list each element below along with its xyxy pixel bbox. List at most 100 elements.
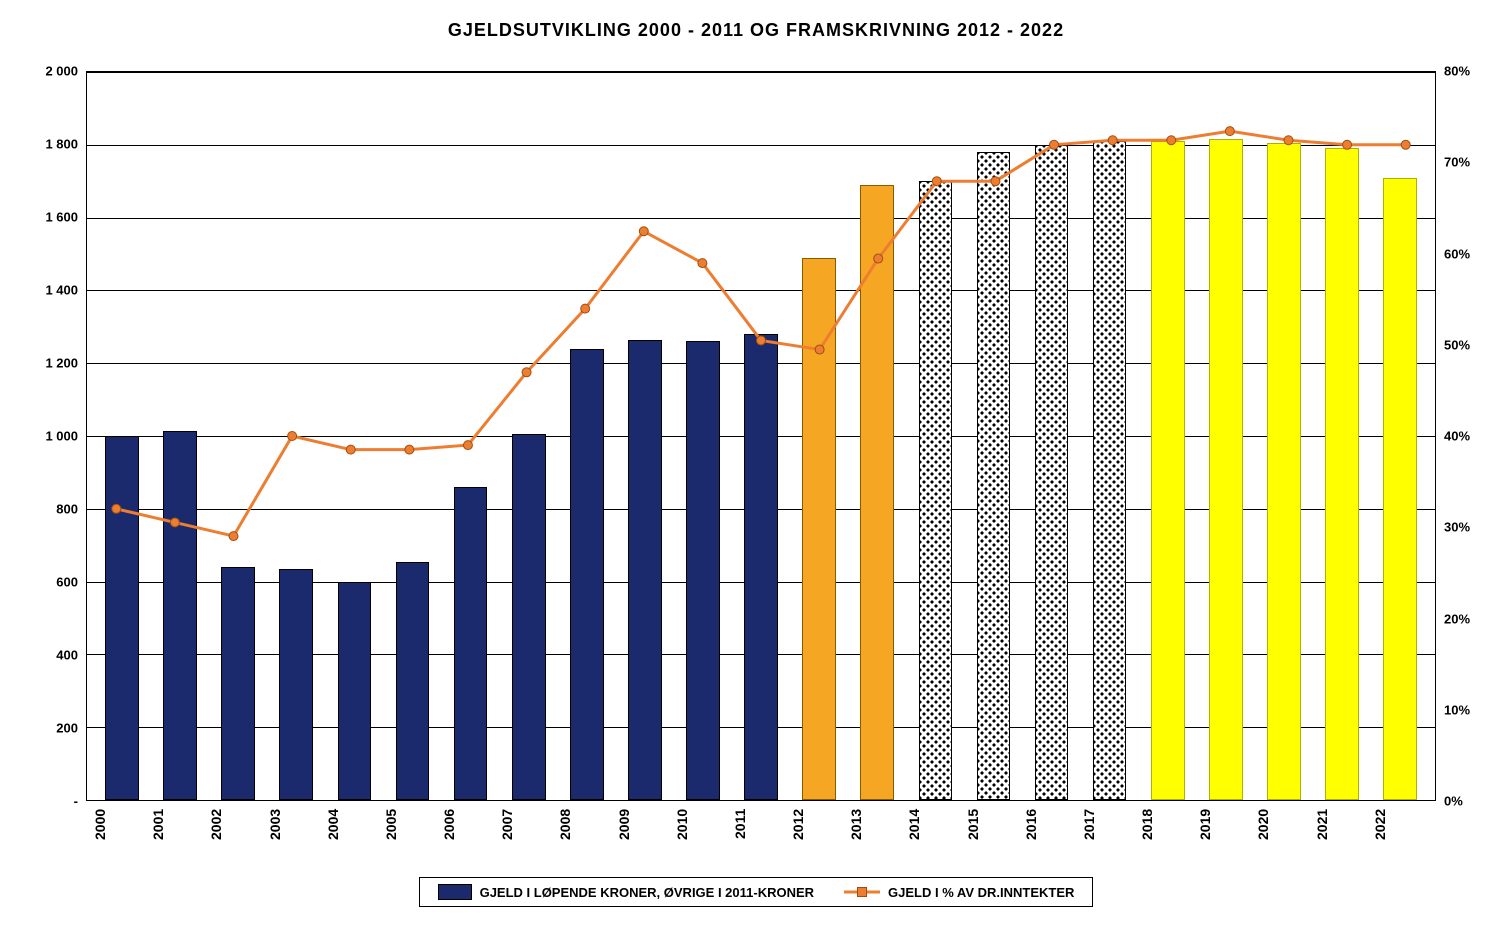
- bar-slot: [1255, 72, 1313, 800]
- bar-slot: [151, 72, 209, 800]
- bar: [860, 185, 894, 800]
- y-tick-left: 400: [56, 648, 78, 663]
- x-tick: 2015: [965, 801, 1023, 853]
- y-tick-left: 1 000: [45, 429, 78, 444]
- bar-slot: [1023, 72, 1081, 800]
- bar: [163, 431, 197, 800]
- bar: [744, 334, 778, 800]
- y-tick-right: 30%: [1444, 520, 1470, 535]
- y-tick-right: 40%: [1444, 429, 1470, 444]
- y-tick-left: 200: [56, 721, 78, 736]
- y-tick-right: 20%: [1444, 611, 1470, 626]
- y-tick-left: 1 400: [45, 283, 78, 298]
- y-axis-right: 0%10%20%30%40%50%60%70%80%: [1436, 71, 1486, 801]
- y-tick-right: 70%: [1444, 155, 1470, 170]
- bar-slot: [616, 72, 674, 800]
- x-tick: 2002: [208, 801, 266, 853]
- legend: GJELD I LØPENDE KRONER, ØVRIGE I 2011-KR…: [419, 877, 1094, 907]
- bar-slot: [325, 72, 383, 800]
- y-tick-left: 1 800: [45, 137, 78, 152]
- x-tick: 2020: [1255, 801, 1313, 853]
- legend-label-bars: GJELD I LØPENDE KRONER, ØVRIGE I 2011-KR…: [480, 885, 814, 900]
- y-tick-right: 60%: [1444, 246, 1470, 261]
- y-tick-right: 50%: [1444, 337, 1470, 352]
- bar-slot: [209, 72, 267, 800]
- chart-title: GJELDSUTVIKLING 2000 - 2011 OG FRAMSKRIV…: [26, 20, 1486, 41]
- legend-label-line: GJELD I % AV DR.INNTEKTER: [888, 885, 1074, 900]
- x-tick: 2001: [150, 801, 208, 853]
- bar: [802, 258, 836, 800]
- x-tick: 2009: [616, 801, 674, 853]
- bar: [1267, 143, 1301, 800]
- bar-slot: [1139, 72, 1197, 800]
- legend-swatch-bar: [438, 884, 472, 900]
- x-tick: 2005: [383, 801, 441, 853]
- bar: [454, 487, 488, 800]
- x-tick: 2012: [790, 801, 848, 853]
- y-tick-left: 2 000: [45, 64, 78, 79]
- y-tick-right: 0%: [1444, 794, 1463, 809]
- bar-slot: [93, 72, 151, 800]
- bar-slot: [1081, 72, 1139, 800]
- x-tick: 2010: [674, 801, 732, 853]
- bar: [1209, 139, 1243, 800]
- bar: [1325, 148, 1359, 800]
- x-tick: 2004: [325, 801, 383, 853]
- bar: [919, 181, 953, 800]
- bar-slot: [1371, 72, 1429, 800]
- bar-slot: [442, 72, 500, 800]
- bar-slot: [558, 72, 616, 800]
- y-tick-left: 600: [56, 575, 78, 590]
- chart-area: MILL. KRONER -2004006008001 0001 2001 40…: [26, 71, 1486, 801]
- bar-slot: [1197, 72, 1255, 800]
- y-tick-left: 1 600: [45, 210, 78, 225]
- bar: [512, 434, 546, 800]
- y-axis-left: MILL. KRONER -2004006008001 0001 2001 40…: [26, 71, 86, 801]
- x-tick: 2011: [732, 801, 790, 853]
- bar: [1383, 178, 1417, 800]
- x-tick: 2007: [499, 801, 557, 853]
- x-tick: 2014: [906, 801, 964, 853]
- x-tick: 2019: [1197, 801, 1255, 853]
- bar: [279, 569, 313, 800]
- bar-slot: [964, 72, 1022, 800]
- bar: [1035, 145, 1069, 800]
- x-tick: 2018: [1139, 801, 1197, 853]
- bar-slot: [383, 72, 441, 800]
- x-axis: 2000200120022003200420052006200720082009…: [86, 801, 1436, 853]
- bar: [570, 349, 604, 800]
- bar-slot: [674, 72, 732, 800]
- bar: [1151, 141, 1185, 800]
- bar-slot: [500, 72, 558, 800]
- x-tick: 2016: [1023, 801, 1081, 853]
- legend-item-bars: GJELD I LØPENDE KRONER, ØVRIGE I 2011-KR…: [438, 884, 814, 900]
- chart-container: GJELDSUTVIKLING 2000 - 2011 OG FRAMSKRIV…: [26, 20, 1486, 907]
- legend-swatch-line: [844, 885, 880, 899]
- legend-item-line: GJELD I % AV DR.INNTEKTER: [844, 885, 1074, 900]
- bar-slot: [267, 72, 325, 800]
- bar: [628, 340, 662, 800]
- x-tick: 2000: [92, 801, 150, 853]
- bar: [396, 562, 430, 800]
- bar: [686, 341, 720, 800]
- x-tick: 2017: [1081, 801, 1139, 853]
- y-tick-left: 1 200: [45, 356, 78, 371]
- x-tick: 2003: [267, 801, 325, 853]
- x-tick: 2022: [1372, 801, 1430, 853]
- bar: [105, 436, 139, 800]
- bar-slot: [790, 72, 848, 800]
- y-tick-right: 10%: [1444, 702, 1470, 717]
- bar-slot: [732, 72, 790, 800]
- y-tick-left: -: [74, 794, 78, 809]
- bar: [221, 567, 255, 800]
- bar-slot: [906, 72, 964, 800]
- bar-slot: [848, 72, 906, 800]
- bar-slot: [1313, 72, 1371, 800]
- plot-area: [86, 71, 1436, 801]
- bar: [977, 152, 1011, 800]
- bar: [1093, 141, 1127, 800]
- x-tick: 2008: [557, 801, 615, 853]
- x-tick: 2021: [1314, 801, 1372, 853]
- bar: [338, 582, 372, 800]
- x-tick: 2013: [848, 801, 906, 853]
